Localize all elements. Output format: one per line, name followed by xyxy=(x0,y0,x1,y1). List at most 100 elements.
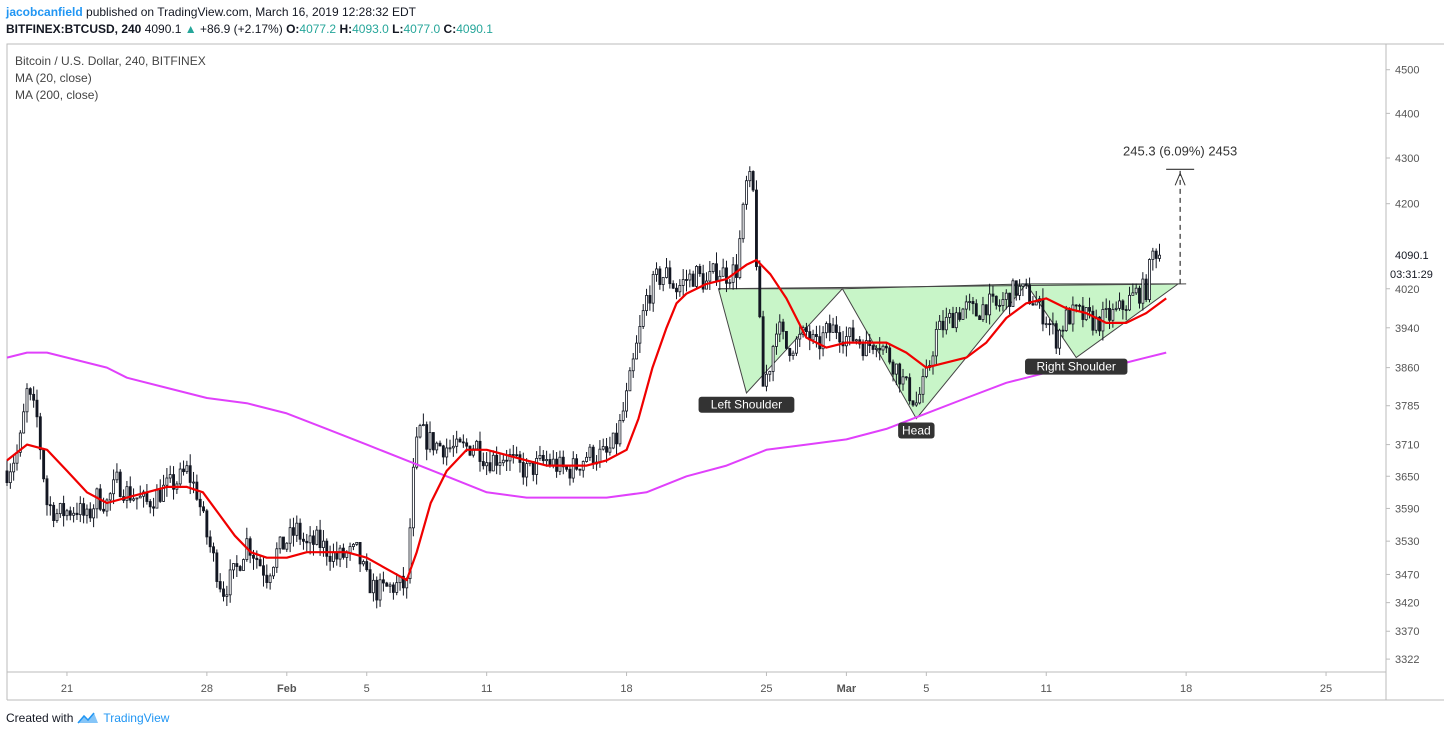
candle-down[interactable] xyxy=(671,283,675,289)
candle-up[interactable] xyxy=(25,388,29,413)
candle-up[interactable] xyxy=(415,436,419,468)
candle-down[interactable] xyxy=(781,321,785,332)
candle-down[interactable] xyxy=(1068,309,1071,325)
candle-down[interactable] xyxy=(425,424,429,450)
candle-down[interactable] xyxy=(788,347,792,356)
candle-down[interactable] xyxy=(871,345,875,350)
candle-down[interactable] xyxy=(1124,309,1128,311)
candle-down[interactable] xyxy=(202,506,205,512)
candle-down[interactable] xyxy=(615,432,618,445)
candle-up[interactable] xyxy=(22,411,26,434)
candle-down[interactable] xyxy=(262,565,265,576)
candle-down[interactable] xyxy=(861,343,865,357)
candle-up[interactable] xyxy=(1064,309,1068,331)
candle-up[interactable] xyxy=(435,442,439,451)
candle-up[interactable] xyxy=(625,390,628,412)
candle-up[interactable] xyxy=(901,376,905,385)
candle-up[interactable] xyxy=(58,503,62,515)
candle-up[interactable] xyxy=(741,203,745,240)
candle-down[interactable] xyxy=(465,442,469,447)
candle-up[interactable] xyxy=(55,513,59,521)
candle-up[interactable] xyxy=(538,454,542,459)
ma20-line[interactable] xyxy=(6,258,1167,582)
candle-up[interactable] xyxy=(558,456,562,472)
candle-up[interactable] xyxy=(225,594,229,597)
candle-down[interactable] xyxy=(1121,300,1125,310)
candle-up[interactable] xyxy=(168,474,172,479)
candle-down[interactable] xyxy=(974,303,978,317)
candle-down[interactable] xyxy=(32,393,36,401)
candle-down[interactable] xyxy=(1154,250,1158,259)
ma200-line[interactable] xyxy=(6,351,1167,499)
candle-down[interactable] xyxy=(148,501,152,508)
candle-down[interactable] xyxy=(28,388,32,395)
candle-up[interactable] xyxy=(728,281,732,284)
candle-up[interactable] xyxy=(451,445,455,449)
candle-down[interactable] xyxy=(1024,283,1028,286)
candle-down[interactable] xyxy=(548,459,552,466)
candle-up[interactable] xyxy=(944,316,948,331)
candle-up[interactable] xyxy=(1111,309,1115,321)
candle-down[interactable] xyxy=(521,462,525,478)
candle-up[interactable] xyxy=(601,446,605,450)
candle-down[interactable] xyxy=(1088,307,1091,312)
candle-up[interactable] xyxy=(445,447,449,458)
candle-up[interactable] xyxy=(1004,292,1008,300)
candle-up[interactable] xyxy=(315,529,319,545)
candle-up[interactable] xyxy=(12,462,16,473)
candle-up[interactable] xyxy=(268,575,272,583)
author-link[interactable]: jacobcanfield xyxy=(6,5,83,19)
candle-down[interactable] xyxy=(971,301,975,305)
candle-up[interactable] xyxy=(1151,250,1155,260)
candle-down[interactable] xyxy=(182,468,185,473)
neckline[interactable] xyxy=(718,283,1187,290)
candle-up[interactable] xyxy=(708,271,712,282)
candle-up[interactable] xyxy=(1131,292,1135,296)
candle-up[interactable] xyxy=(115,471,119,481)
candle-down[interactable] xyxy=(298,522,302,540)
candle-up[interactable] xyxy=(242,559,245,571)
candle-up[interactable] xyxy=(408,527,412,579)
candle-up[interactable] xyxy=(1148,259,1151,301)
candle-down[interactable] xyxy=(1031,303,1035,306)
candle-up[interactable] xyxy=(598,448,602,463)
candle-down[interactable] xyxy=(1144,278,1148,301)
candle-up[interactable] xyxy=(948,312,952,318)
candle-down[interactable] xyxy=(758,266,762,318)
candle-up[interactable] xyxy=(775,333,778,347)
candle-down[interactable] xyxy=(668,267,672,285)
candle-up[interactable] xyxy=(608,447,612,453)
candle-down[interactable] xyxy=(325,540,329,557)
candle-down[interactable] xyxy=(68,510,72,516)
candle-down[interactable] xyxy=(88,508,92,519)
candle-down[interactable] xyxy=(218,581,222,590)
candle-up[interactable] xyxy=(338,547,342,560)
candle-up[interactable] xyxy=(378,579,382,601)
candle-down[interactable] xyxy=(481,461,485,467)
candle-up[interactable] xyxy=(854,339,858,342)
candle-up[interactable] xyxy=(765,373,768,387)
candle-up[interactable] xyxy=(361,561,365,565)
candle-down[interactable] xyxy=(282,536,285,550)
candle-up[interactable] xyxy=(631,358,635,372)
candle-down[interactable] xyxy=(35,399,39,418)
candle-down[interactable] xyxy=(238,566,242,571)
candle-up[interactable] xyxy=(1134,287,1138,294)
candle-down[interactable] xyxy=(561,456,565,468)
candle-up[interactable] xyxy=(65,510,69,517)
candle-up[interactable] xyxy=(621,410,625,421)
candle-down[interactable] xyxy=(401,575,405,589)
candle-down[interactable] xyxy=(248,538,252,556)
candle-up[interactable] xyxy=(278,536,282,550)
candle-up[interactable] xyxy=(551,458,555,466)
candle-up[interactable] xyxy=(135,497,139,500)
candle-down[interactable] xyxy=(358,542,362,565)
candle-up[interactable] xyxy=(645,295,648,312)
candle-down[interactable] xyxy=(1138,287,1141,304)
candle-down[interactable] xyxy=(305,540,309,544)
candle-up[interactable] xyxy=(395,582,399,593)
candle-down[interactable] xyxy=(215,552,219,582)
candle-up[interactable] xyxy=(894,363,898,375)
candle-down[interactable] xyxy=(188,465,192,483)
candle-up[interactable] xyxy=(918,393,922,404)
